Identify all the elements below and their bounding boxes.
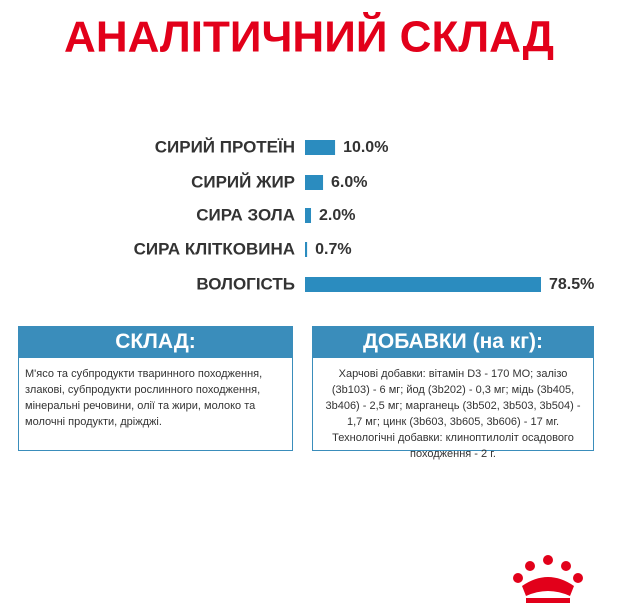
category-label: СИРИЙ ПРОТЕЇН (155, 137, 295, 156)
composition-title: СКЛАД: (18, 326, 293, 358)
value-label: 10.0% (343, 139, 388, 156)
chart-title: АНАЛІТИЧНИЙ СКЛАД (64, 11, 554, 62)
bar (305, 140, 336, 155)
value-label: 6.0% (331, 174, 367, 191)
category-label: ВОЛОГІСТЬ (196, 274, 295, 293)
bar (305, 208, 312, 223)
logo (513, 555, 583, 603)
category-label: СИРИЙ ЖИР (191, 172, 295, 191)
bar (305, 277, 541, 292)
value-label: 78.5% (549, 276, 594, 293)
bar (305, 242, 308, 257)
composition-box: СКЛАД: М'ясо та субпродукти тваринного п… (18, 326, 293, 451)
additives-title: ДОБАВКИ (на кг): (312, 326, 594, 358)
value-label: 2.0% (319, 207, 355, 224)
additives-box: ДОБАВКИ (на кг): Харчові добавки: вітамі… (312, 326, 594, 460)
category-label: СИРА ЗОЛА (196, 205, 295, 224)
composition-text: М'ясо та субпродукти тваринного походжен… (18, 358, 293, 451)
bar (305, 175, 324, 190)
category-label: СИРА КЛІТКОВИНА (134, 239, 295, 258)
additives-text: Харчові добавки: вітамін D3 - 170 МО; за… (312, 358, 594, 460)
value-label: 0.7% (315, 241, 351, 258)
chart: АНАЛІТИЧНИЙ СКЛАД СИРИЙ ПРОТЕЇН 10.0% СИРИ… (64, 11, 594, 294)
